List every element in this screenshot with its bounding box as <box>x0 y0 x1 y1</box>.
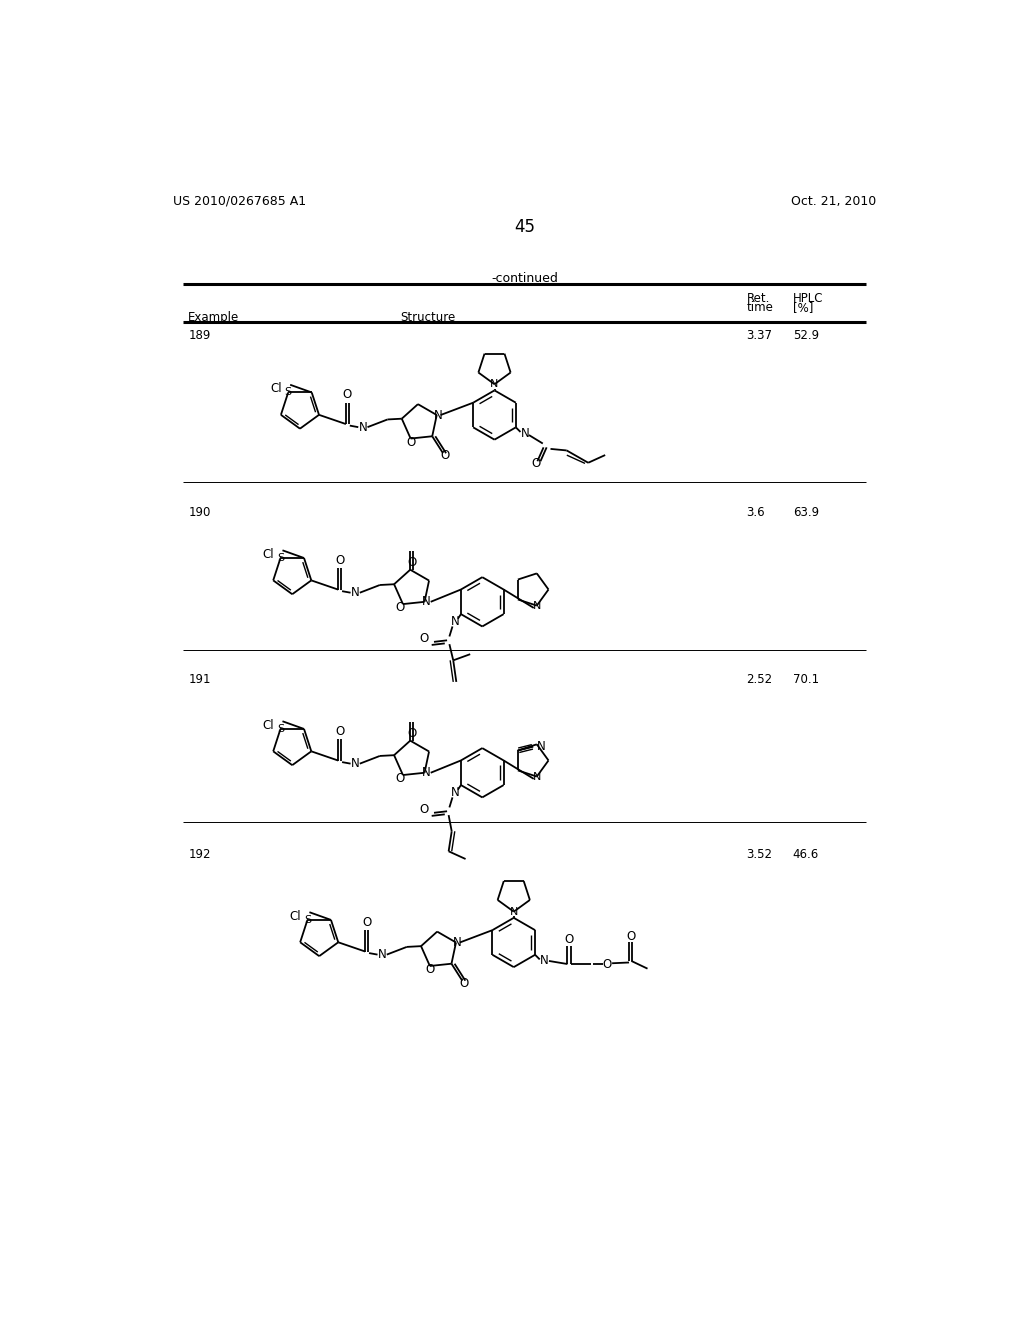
Text: N: N <box>422 766 430 779</box>
Text: 2.52: 2.52 <box>746 673 773 686</box>
Text: O: O <box>603 957 612 970</box>
Text: 3.52: 3.52 <box>746 847 772 861</box>
Text: Cl: Cl <box>290 909 301 923</box>
Text: 3.6: 3.6 <box>746 507 765 520</box>
Text: 46.6: 46.6 <box>793 847 819 861</box>
Text: O: O <box>420 803 429 816</box>
Text: -continued: -continued <box>492 272 558 285</box>
Text: O: O <box>343 388 352 401</box>
Text: N: N <box>532 601 541 611</box>
Text: O: O <box>440 449 450 462</box>
Text: N: N <box>351 586 359 599</box>
Text: N: N <box>537 741 546 754</box>
Text: N: N <box>521 426 529 440</box>
Text: 192: 192 <box>188 847 211 861</box>
Text: US 2010/0267685 A1: US 2010/0267685 A1 <box>173 194 306 207</box>
Text: O: O <box>459 977 468 990</box>
Text: N: N <box>422 595 430 609</box>
Text: S: S <box>276 723 284 734</box>
Text: 63.9: 63.9 <box>793 507 819 520</box>
Text: O: O <box>420 632 429 645</box>
Text: O: O <box>395 602 404 614</box>
Text: O: O <box>408 727 417 739</box>
Text: N: N <box>358 421 368 434</box>
Text: N: N <box>510 907 518 916</box>
Text: O: O <box>531 457 541 470</box>
Text: Cl: Cl <box>263 718 274 731</box>
Text: Ret.: Ret. <box>746 292 770 305</box>
Text: 189: 189 <box>188 330 211 342</box>
Text: S: S <box>276 553 284 564</box>
Text: O: O <box>408 556 417 569</box>
Text: S: S <box>285 388 292 397</box>
Text: N: N <box>454 936 462 949</box>
Text: [%]: [%] <box>793 301 813 314</box>
Text: time: time <box>746 301 773 314</box>
Text: Oct. 21, 2010: Oct. 21, 2010 <box>792 194 877 207</box>
Text: 70.1: 70.1 <box>793 673 819 686</box>
Text: O: O <box>564 933 573 946</box>
Text: N: N <box>378 948 386 961</box>
Text: N: N <box>351 758 359 770</box>
Text: Cl: Cl <box>270 381 283 395</box>
Text: O: O <box>362 916 372 929</box>
Text: O: O <box>335 554 344 566</box>
Text: N: N <box>434 408 442 421</box>
Text: O: O <box>395 772 404 785</box>
Text: O: O <box>406 436 416 449</box>
Text: Example: Example <box>188 312 240 323</box>
Text: O: O <box>626 929 635 942</box>
Text: 190: 190 <box>188 507 211 520</box>
Text: HPLC: HPLC <box>793 292 823 305</box>
Text: 3.37: 3.37 <box>746 330 772 342</box>
Text: N: N <box>540 954 549 968</box>
Text: 52.9: 52.9 <box>793 330 819 342</box>
Text: O: O <box>425 964 434 977</box>
Text: N: N <box>451 787 459 800</box>
Text: Cl: Cl <box>263 548 274 561</box>
Text: S: S <box>304 915 311 925</box>
Text: 191: 191 <box>188 673 211 686</box>
Text: N: N <box>490 379 499 389</box>
Text: N: N <box>532 772 541 781</box>
Text: 45: 45 <box>514 218 536 236</box>
Text: N: N <box>451 615 459 628</box>
Text: Structure: Structure <box>400 312 456 323</box>
Text: O: O <box>335 725 344 738</box>
